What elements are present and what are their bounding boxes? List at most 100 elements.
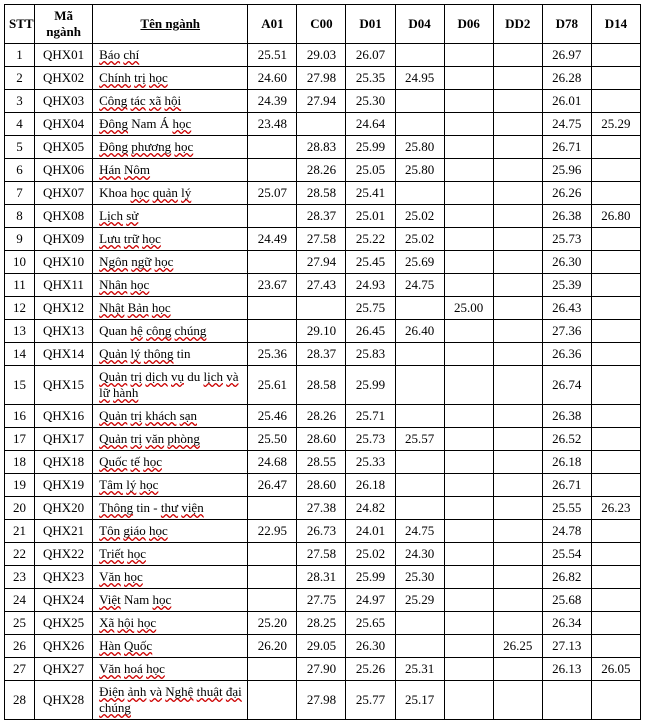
table-row: 21QHX21Tôn giáo học22.9526.7324.0124.752… [5, 520, 641, 543]
cell-code: QHX13 [35, 320, 93, 343]
cell-code: QHX11 [35, 274, 93, 297]
cell-D04 [395, 297, 444, 320]
col-header-D78: D78 [542, 5, 591, 44]
cell-D14 [591, 635, 640, 658]
cell-C00: 28.37 [297, 343, 346, 366]
cell-A01 [248, 589, 297, 612]
cell-D06 [444, 136, 493, 159]
cell-DD2 [493, 274, 542, 297]
cell-D04 [395, 405, 444, 428]
cell-C00 [297, 113, 346, 136]
cell-major-name: Khoa học quản lý [93, 182, 248, 205]
cell-D14 [591, 228, 640, 251]
cell-D04 [395, 497, 444, 520]
cell-major-name: Công tác xã hội [93, 90, 248, 113]
cell-A01: 26.20 [248, 635, 297, 658]
table-row: 28QHX28Điện ảnh và Nghệ thuật đại chúng2… [5, 681, 641, 720]
cell-C00: 27.75 [297, 589, 346, 612]
table-row: 19QHX19Tâm lý học26.4728.6026.1826.71 [5, 474, 641, 497]
table-row: 23QHX23Văn học28.3125.9925.3026.82 [5, 566, 641, 589]
cell-C00: 28.31 [297, 566, 346, 589]
cell-stt: 19 [5, 474, 35, 497]
cell-DD2 [493, 405, 542, 428]
cell-D04: 25.80 [395, 159, 444, 182]
cell-code: QHX06 [35, 159, 93, 182]
cell-D04: 24.30 [395, 543, 444, 566]
cell-D06 [444, 566, 493, 589]
cell-code: QHX03 [35, 90, 93, 113]
cell-D06 [444, 520, 493, 543]
cell-major-name: Quốc tế học [93, 451, 248, 474]
cell-A01: 23.67 [248, 274, 297, 297]
cell-A01 [248, 543, 297, 566]
table-row: 13QHX13Quan hệ công chúng29.1026.4526.40… [5, 320, 641, 343]
cell-DD2 [493, 343, 542, 366]
table-row: 10QHX10Ngôn ngữ học27.9425.4525.6926.30 [5, 251, 641, 274]
cell-DD2 [493, 90, 542, 113]
cell-D04 [395, 612, 444, 635]
cell-stt: 10 [5, 251, 35, 274]
cell-D04: 24.95 [395, 67, 444, 90]
cell-major-name: Thông tin - thư viện [93, 497, 248, 520]
cell-stt: 12 [5, 297, 35, 320]
cell-D01: 25.22 [346, 228, 395, 251]
cell-C00: 26.73 [297, 520, 346, 543]
cell-D04: 26.40 [395, 320, 444, 343]
table-row: 6QHX06Hán Nôm28.2625.0525.8025.96 [5, 159, 641, 182]
cell-D04: 25.31 [395, 658, 444, 681]
cell-D01: 25.75 [346, 297, 395, 320]
cell-D01: 25.99 [346, 566, 395, 589]
cell-D14 [591, 67, 640, 90]
table-row: 1QHX01Báo chí25.5129.0326.0726.97 [5, 44, 641, 67]
cell-D78: 26.30 [542, 251, 591, 274]
cell-D14: 25.29 [591, 113, 640, 136]
cell-stt: 22 [5, 543, 35, 566]
table-row: 9QHX09Lưu trữ học24.4927.5825.2225.0225.… [5, 228, 641, 251]
cell-D78: 26.01 [542, 90, 591, 113]
cell-stt: 2 [5, 67, 35, 90]
col-header-name: Tên ngành [93, 5, 248, 44]
cell-D06 [444, 428, 493, 451]
cell-major-name: Hàn Quốc [93, 635, 248, 658]
cell-A01: 23.48 [248, 113, 297, 136]
cell-D06 [444, 612, 493, 635]
cell-code: QHX16 [35, 405, 93, 428]
cell-D04: 25.80 [395, 136, 444, 159]
col-header-D04: D04 [395, 5, 444, 44]
cell-D01: 25.77 [346, 681, 395, 720]
cell-A01 [248, 251, 297, 274]
cell-major-name: Nhân học [93, 274, 248, 297]
cell-A01 [248, 159, 297, 182]
cell-D06 [444, 67, 493, 90]
cell-D06 [444, 320, 493, 343]
cell-D06: 25.00 [444, 297, 493, 320]
cell-D01: 25.26 [346, 658, 395, 681]
cell-D78 [542, 681, 591, 720]
cell-stt: 1 [5, 44, 35, 67]
col-header-D14: D14 [591, 5, 640, 44]
cell-major-name: Đông phương học [93, 136, 248, 159]
cell-stt: 5 [5, 136, 35, 159]
cell-stt: 23 [5, 566, 35, 589]
cell-D78: 26.26 [542, 182, 591, 205]
cell-DD2 [493, 474, 542, 497]
cell-C00: 29.03 [297, 44, 346, 67]
cell-A01: 25.61 [248, 366, 297, 405]
cell-A01 [248, 320, 297, 343]
cell-code: QHX27 [35, 658, 93, 681]
cell-DD2 [493, 566, 542, 589]
table-row: 11QHX11Nhân học23.6727.4324.9324.7525.39 [5, 274, 641, 297]
cell-D78: 24.78 [542, 520, 591, 543]
cell-code: QHX04 [35, 113, 93, 136]
cell-D04: 25.57 [395, 428, 444, 451]
cell-code: QHX09 [35, 228, 93, 251]
cell-D04 [395, 343, 444, 366]
cell-D78: 25.73 [542, 228, 591, 251]
cell-C00: 27.58 [297, 543, 346, 566]
cell-A01: 24.60 [248, 67, 297, 90]
cell-D78: 24.75 [542, 113, 591, 136]
cell-D01: 25.73 [346, 428, 395, 451]
table-row: 3QHX03Công tác xã hội24.3927.9425.3026.0… [5, 90, 641, 113]
cell-D14 [591, 366, 640, 405]
cell-D78: 26.34 [542, 612, 591, 635]
